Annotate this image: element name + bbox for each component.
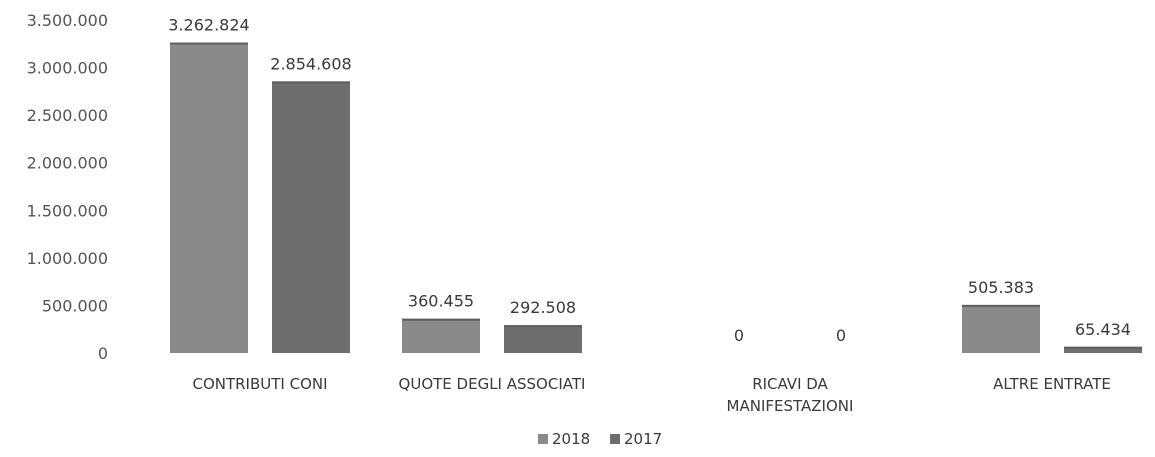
bar-2018-1 bbox=[402, 318, 480, 353]
y-tick-label-1: 500.000 bbox=[42, 296, 108, 315]
category-label-line: QUOTE DEGLI ASSOCIATI bbox=[399, 375, 586, 393]
data-label-2018-1: 360.455 bbox=[408, 292, 474, 311]
data-label-2018-3: 505.383 bbox=[968, 278, 1034, 297]
y-tick-label-5: 2.500.000 bbox=[27, 106, 108, 125]
bar-edge-2018-0 bbox=[170, 42, 248, 45]
bar-2017-1 bbox=[504, 325, 582, 353]
category-label-line: MANIFESTAZIONI bbox=[727, 397, 854, 415]
category-label-3: ALTRE ENTRATE bbox=[993, 375, 1111, 393]
bars bbox=[170, 42, 1142, 353]
bar-2017-3 bbox=[1064, 346, 1142, 353]
data-label-2017-1: 292.508 bbox=[510, 298, 576, 317]
data-label-2018-2: 0 bbox=[734, 326, 744, 345]
data-labels: 3.262.824 360.455 0 505.383 2.854.608 292.508… bbox=[168, 16, 1131, 345]
bar-edge-2017-3 bbox=[1064, 346, 1142, 349]
bar-edge-2018-3 bbox=[962, 304, 1040, 307]
y-tick-label-2: 1.000.000 bbox=[27, 249, 108, 268]
bar-edge-2018-1 bbox=[402, 318, 480, 321]
data-label-2017-2: 0 bbox=[836, 326, 846, 345]
data-label-2017-0: 2.854.608 bbox=[270, 54, 351, 73]
legend-label-2017: 2017 bbox=[624, 430, 662, 448]
legend-swatch-2018 bbox=[538, 434, 548, 444]
legend: 2018 2017 bbox=[538, 430, 662, 448]
category-label-1: QUOTE DEGLI ASSOCIATI bbox=[399, 375, 586, 393]
y-tick-label-4: 2.000.000 bbox=[27, 154, 108, 173]
category-label-2: RICAVI DA MANIFESTAZIONI bbox=[727, 375, 854, 415]
bar-2018-0 bbox=[170, 42, 248, 353]
bar-2018-3 bbox=[962, 304, 1040, 353]
y-tick-label-6: 3.000.000 bbox=[27, 59, 108, 78]
y-tick-label-3: 1.500.000 bbox=[27, 201, 108, 220]
data-label-2017-3: 65.434 bbox=[1075, 320, 1131, 339]
data-label-2018-0: 3.262.824 bbox=[168, 16, 249, 35]
y-axis: 0 500.000 1.000.000 1.500.000 2.000.000 2.500… bbox=[27, 11, 108, 363]
bar-edge-2017-1 bbox=[504, 325, 582, 328]
category-label-0: CONTRIBUTI CONI bbox=[192, 375, 327, 393]
legend-swatch-2017 bbox=[610, 434, 620, 444]
category-labels: CONTRIBUTI CONI QUOTE DEGLI ASSOCIATI RICA… bbox=[192, 375, 1110, 415]
bar-2017-0 bbox=[272, 81, 350, 353]
y-tick-label-0: 0 bbox=[98, 344, 108, 363]
y-tick-label-7: 3.500.000 bbox=[27, 11, 108, 30]
legend-label-2018: 2018 bbox=[552, 430, 590, 448]
category-label-line: CONTRIBUTI CONI bbox=[192, 375, 327, 393]
category-label-line: ALTRE ENTRATE bbox=[993, 375, 1111, 393]
bar-edge-2017-0 bbox=[272, 81, 350, 84]
category-label-line: RICAVI DA bbox=[752, 375, 828, 393]
